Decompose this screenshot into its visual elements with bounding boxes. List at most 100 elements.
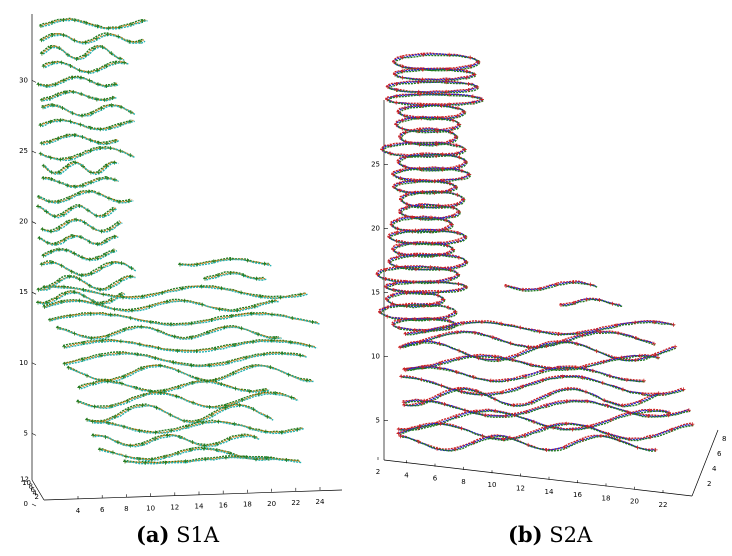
slice-a-up-8-marker [96, 140, 101, 145]
slice-b-base-6-marker [620, 403, 625, 408]
slice-b-up-13-series-0 [389, 215, 452, 233]
slice-a-up-5-marker [39, 97, 44, 102]
slice-a-base-9-marker [140, 403, 145, 408]
x-tick-label-8: 20 [267, 500, 276, 508]
slice-a-base-2-marker [88, 311, 93, 316]
slice-a-base-3-marker [239, 326, 244, 331]
slice-b-up-21-series-0 [391, 316, 456, 331]
z-tick-label-4: 25 [371, 160, 380, 168]
slice-a-up-15-marker [70, 234, 75, 239]
slice-a-base-5-marker [298, 353, 303, 358]
slice-a-base-2-marker [108, 312, 113, 317]
slice-b-up-13-marker [449, 222, 454, 227]
slice-a-up-12-marker [96, 191, 101, 196]
slice-a-base-12-marker [162, 454, 167, 459]
slice-a-up-14-marker [107, 227, 112, 232]
slice-b-base-2-series-1 [399, 340, 676, 362]
slice-b-up-17-marker [448, 267, 453, 272]
slice-b-base-2-marker [633, 358, 638, 363]
slice-a-up-6-marker [41, 105, 46, 110]
slice-a-base-4-marker [81, 340, 86, 345]
slice-a-up-1-marker [94, 36, 99, 41]
slice-a-up-6-marker [60, 106, 65, 111]
slice-a-up-13-marker [85, 208, 90, 213]
slice-a-base-5-marker [98, 353, 103, 358]
slice-a-up-12-series-2 [39, 191, 134, 204]
slice-a-up-16-marker [87, 257, 92, 262]
slice-a-up-7-markers [38, 118, 133, 132]
slice-a-base-9-markers [85, 403, 270, 424]
slice-b-up-0-marker [400, 64, 405, 69]
slice-a-up-8-markers [39, 133, 118, 146]
slice-b-up-7-marker [454, 143, 459, 148]
slice-b-base-4-marker [590, 368, 595, 373]
slice-b-up-7-marker [380, 147, 385, 152]
slice-b-up-9-marker [417, 166, 422, 171]
slice-a-base-5-marker [207, 363, 212, 368]
slice-a-base-1-marker [59, 299, 64, 304]
slice-a-base-12-markers [97, 446, 271, 462]
slice-a-up-14-marker [116, 221, 121, 226]
slice-b-small-1-marker [584, 297, 589, 302]
slice-b-base-1-marker [634, 335, 639, 340]
slice-b-up-13-series-2 [392, 217, 454, 234]
slice-b-base-3-marker [583, 364, 588, 369]
slice-a-base-6-marker [195, 376, 200, 381]
y-axis-line [691, 429, 719, 497]
slice-a-up-10-marker [96, 170, 101, 175]
slice-a-up-18-marker [108, 285, 113, 290]
slice-a-up-16-marker [64, 248, 69, 253]
x-tick-label-10: 22 [659, 501, 668, 509]
slice-b-up-10-marker [397, 188, 402, 193]
slice-b-base-3-marker [510, 358, 515, 363]
slice-a-up-0-marker [106, 26, 111, 31]
y-axis-line [31, 479, 45, 501]
slice-b-base-9-marker [417, 424, 422, 429]
slice-b-up-4-marker [455, 113, 460, 118]
slice-b-up-5-marker [400, 118, 405, 123]
slice-b-up-6-marker [448, 130, 453, 135]
slice-a-base-11-marker [239, 433, 244, 438]
slice-b-up-0-marker [392, 60, 397, 64]
slice-b-up-18-marker [436, 280, 441, 285]
slice-b-up-17-marker [383, 277, 388, 282]
slice-a-up-17-markers [39, 260, 134, 278]
slice-b-up-2-marker [385, 85, 390, 89]
slice-a-base-12-marker [201, 446, 206, 451]
slice-b-up-2-marker [466, 88, 471, 93]
slice-a-base-11-marker [153, 436, 158, 441]
slice-a-base-7-marker [119, 381, 124, 386]
slice-a-base-7-marker [105, 379, 110, 384]
slice-a-base-6-marker [176, 369, 181, 374]
slice-b-base-2-marker [457, 348, 462, 353]
slice-b-up-4-marker [396, 110, 401, 114]
slice-b-base-2-marker [496, 358, 501, 363]
slice-b-up-21-marker [447, 319, 452, 324]
slice-b-base-5-marker [620, 387, 625, 392]
slice-b-up-3-series-0 [385, 92, 482, 105]
slice-b-base-6-marker [529, 400, 534, 405]
slice-b-base-4-marker [420, 365, 425, 370]
slice-b-up-14-marker [456, 239, 461, 244]
slice-a-base-7-marker [77, 385, 82, 390]
slice-a-up-10-marker [104, 163, 109, 168]
slice-a-up-14-marker [49, 229, 54, 234]
slice-b-up-20-marker [385, 305, 390, 310]
slice-b-base-4-marker [539, 369, 544, 374]
slice-a-up-13-marker [44, 209, 49, 214]
slice-b-base-4-marker [522, 374, 527, 379]
slice-b-small-1-series-2 [562, 298, 623, 307]
slice-b-base-7-marker [422, 398, 427, 403]
slice-a-base-8-marker [191, 400, 196, 405]
slice-b-small-0-marker [588, 282, 593, 287]
slice-b-base-10-marker [416, 439, 421, 444]
slice-a-base-4-marker [175, 348, 180, 353]
slice-a-up-0-marker [61, 17, 66, 22]
slice-b-up-2-marker [466, 81, 471, 86]
slice-b-up-3-markers [385, 92, 484, 107]
slice-a-base-3-markers [55, 324, 277, 341]
slice-a-base-1-marker [200, 302, 205, 307]
slice-a-base-last-marker [163, 460, 168, 465]
slice-a-up-11-marker [81, 183, 86, 188]
slice-a-up-2-marker [117, 56, 122, 61]
